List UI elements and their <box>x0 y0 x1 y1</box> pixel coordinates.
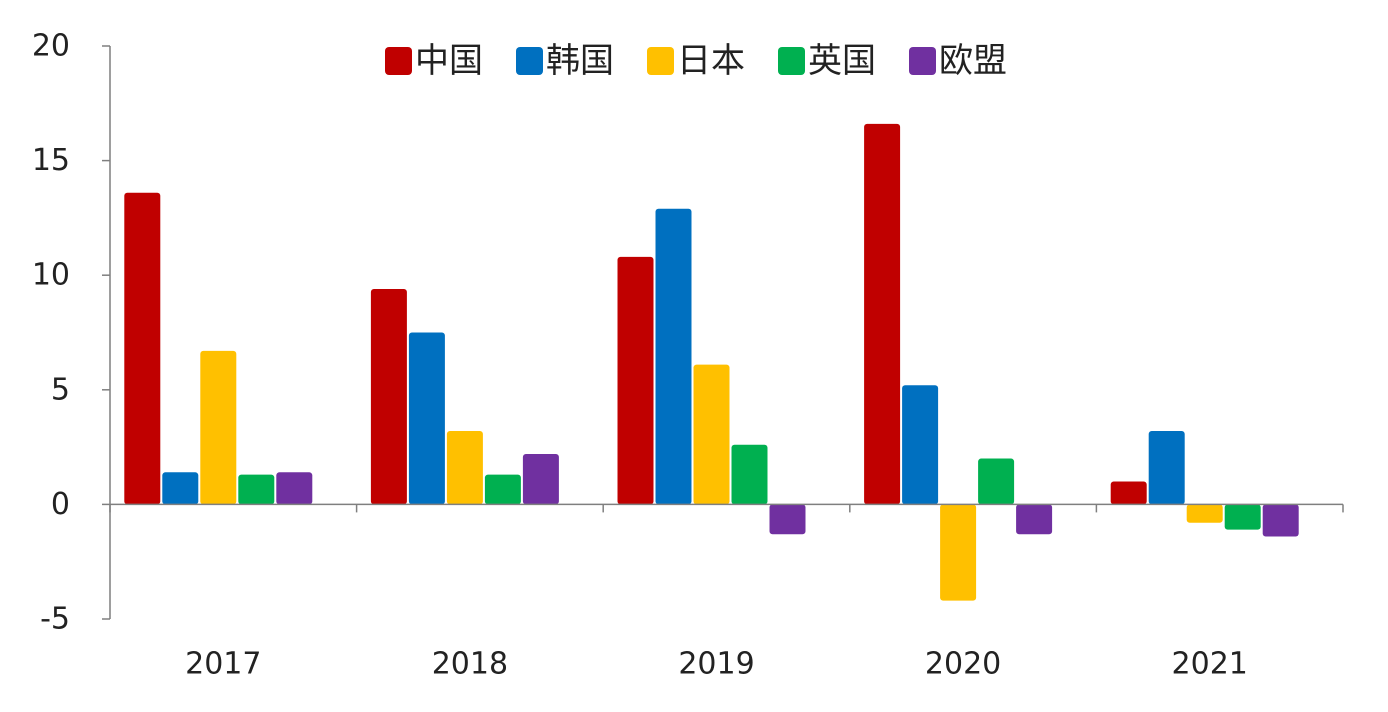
x-tick-label-2019: 2019 <box>678 647 754 682</box>
bar-2019-series-2 <box>693 364 730 505</box>
legend-swatch <box>909 47 936 75</box>
bar-2021-series-3 <box>1224 504 1261 530</box>
y-axis: 20 15 10 5 0 -5 <box>32 29 111 637</box>
bar-2018-series-4 <box>522 453 559 505</box>
bar-2020-series-2 <box>940 504 977 601</box>
x-tick-label-2017: 2017 <box>185 647 261 682</box>
y-tick-label: 5 <box>51 372 70 407</box>
y-tick-label: 0 <box>51 487 70 522</box>
bar-2020-series-0 <box>864 123 901 505</box>
bar-2018-series-0 <box>370 288 407 505</box>
legend-label: 日本 <box>677 41 745 81</box>
x-axis: 2017 2018 2019 2020 2021 <box>109 503 1344 682</box>
bar-2018-series-2 <box>446 431 483 505</box>
legend-item-2: 日本 <box>647 41 745 81</box>
bar-2021-series-2 <box>1186 504 1223 523</box>
legend-swatch <box>647 47 674 75</box>
legend-item-4: 欧盟 <box>909 41 1007 81</box>
legend-label: 中国 <box>415 41 483 81</box>
bar-2019-series-3 <box>731 444 768 505</box>
bar-2017-series-4 <box>276 472 313 505</box>
legend-item-3: 英国 <box>778 41 876 81</box>
legend-swatch <box>778 47 805 75</box>
x-tick-label-2021: 2021 <box>1172 647 1248 682</box>
legend: 中国 韩国 日本 英国 欧盟 <box>385 41 1007 81</box>
x-tick-label-2020: 2020 <box>925 647 1001 682</box>
x-tick-label-2018: 2018 <box>432 647 508 682</box>
legend-label: 韩国 <box>546 41 614 81</box>
bar-2019-series-1 <box>655 208 692 505</box>
legend-label: 英国 <box>808 41 876 81</box>
bar-2017-series-3 <box>238 474 275 505</box>
legend-swatch <box>385 47 412 75</box>
bar-2019-series-0 <box>617 256 654 505</box>
bar-2018-series-3 <box>484 474 521 505</box>
y-tick-label: 10 <box>32 258 70 293</box>
y-tick-label: -5 <box>40 602 70 637</box>
y-tick-label: 15 <box>32 143 70 178</box>
legend-swatch <box>516 47 543 75</box>
bar-2020-series-1 <box>902 385 939 505</box>
legend-item-1: 韩国 <box>516 41 614 81</box>
bar-2020-series-4 <box>1016 504 1053 535</box>
bar-2021-series-0 <box>1110 481 1147 505</box>
bars <box>124 123 1299 601</box>
bar-2017-series-2 <box>200 350 237 505</box>
y-tick-label: 20 <box>32 29 70 64</box>
bar-2020-series-3 <box>978 458 1015 505</box>
bar-2018-series-1 <box>408 332 445 505</box>
bar-2021-series-1 <box>1148 431 1185 505</box>
bar-2021-series-4 <box>1262 504 1299 537</box>
legend-label: 欧盟 <box>939 41 1007 81</box>
bar-2019-series-4 <box>769 504 806 535</box>
legend-item-0: 中国 <box>385 41 483 81</box>
bar-2017-series-0 <box>124 192 161 505</box>
bar-2017-series-1 <box>162 472 199 505</box>
